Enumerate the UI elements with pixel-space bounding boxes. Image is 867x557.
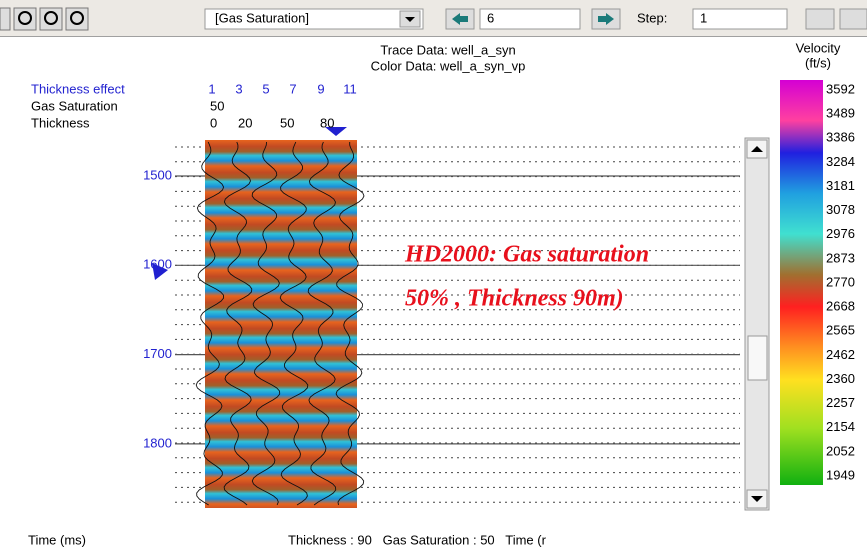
color-bar-label: 2668: [826, 299, 855, 314]
color-bar-label: 3078: [826, 202, 855, 217]
divider: [0, 36, 867, 37]
wiggle: [335, 142, 365, 506]
color-bar-label: 2873: [826, 250, 855, 265]
wiggle: [279, 141, 309, 506]
tool-button[interactable]: [839, 8, 867, 30]
tool-button[interactable]: [805, 8, 835, 30]
parameter-value: 3: [235, 81, 242, 96]
wiggle-traces: [195, 141, 365, 506]
parameter-value: 50: [280, 115, 294, 130]
color-bar-label: 2360: [826, 371, 855, 386]
annotation: HD2000: Gas saturation: [404, 242, 649, 268]
value-field-text: 6: [487, 10, 494, 25]
color-bar-title: (ft/s): [805, 55, 831, 70]
scroll-thumb[interactable]: [747, 335, 768, 381]
color-bar-label: 3181: [826, 178, 855, 193]
arrow-icon: [751, 496, 763, 502]
parameter-value: 80: [320, 115, 334, 130]
time-label: 1700: [143, 346, 172, 361]
parameter-label: Thickness: [31, 115, 90, 130]
wiggle: [223, 141, 253, 506]
parameter-value: 20: [238, 115, 252, 130]
value-field[interactable]: [479, 8, 581, 30]
icon: [44, 11, 58, 25]
step-field[interactable]: [692, 8, 788, 30]
step-label: Step:: [637, 10, 667, 25]
dropdown[interactable]: [204, 8, 424, 30]
tool-icons: [0, 7, 89, 31]
icon: [70, 11, 84, 25]
color-bar-title: Velocity: [796, 40, 841, 55]
trace-marker[interactable]: [325, 127, 347, 136]
color-bar: [780, 80, 823, 485]
wiggle: [307, 141, 337, 506]
parameter-value: 0: [210, 115, 217, 130]
axis-label: Time (ms): [28, 532, 86, 547]
view-button[interactable]: [0, 7, 11, 31]
dropdown-value: [Gas Saturation]: [215, 10, 309, 25]
arrow-icon: [598, 13, 614, 25]
color-bar-label: 3284: [826, 154, 855, 169]
time-label: 1800: [143, 435, 172, 450]
parameter-value: 5: [262, 81, 269, 96]
parameter-value: 11: [343, 81, 357, 96]
trace-data: Trace Data: well_a_syn: [380, 42, 515, 57]
annotation: 50% , Thickness 90m): [405, 286, 624, 312]
color-bar-label: 3592: [826, 81, 855, 96]
color-bar-label: 2976: [826, 226, 855, 241]
parameter-value: 7: [289, 81, 296, 96]
time-label: 1600: [143, 257, 172, 272]
arrow-icon: [405, 17, 415, 22]
step-field-text: 1: [700, 10, 707, 25]
color-bar-label: 2462: [826, 347, 855, 362]
status-readout: Thickness : 90 Gas Saturation : 50 Time …: [288, 532, 547, 547]
color-bar-label: 2052: [826, 443, 855, 458]
time-label: 1500: [143, 167, 172, 182]
arrow-icon: [751, 146, 763, 152]
color-bar-label: 3386: [826, 130, 855, 145]
color-data: Color Data: well_a_syn_vp: [371, 58, 526, 73]
parameter-label: Thickness effect: [31, 81, 125, 96]
zoom-out-button[interactable]: [65, 7, 89, 31]
color-bar-label: 2257: [826, 395, 855, 410]
color-bar-label: 2770: [826, 274, 855, 289]
icon: [18, 11, 32, 25]
grid: [175, 146, 740, 503]
color-bar-label: 3489: [826, 106, 855, 121]
parameter-label: Gas Saturation: [31, 98, 118, 113]
seismic-image: [205, 140, 357, 508]
zoom-button[interactable]: [13, 7, 37, 31]
zoom-in-button[interactable]: [39, 7, 63, 31]
parameter-value: 50: [210, 98, 224, 113]
color-bar-label: 2565: [826, 323, 855, 338]
parameter-value: 1: [208, 81, 215, 96]
arrow-icon: [452, 13, 468, 25]
wiggle: [251, 141, 281, 506]
wiggle: [195, 141, 225, 506]
time-marker[interactable]: [152, 263, 168, 280]
scrollbar[interactable]: [744, 137, 770, 511]
parameter-value: 9: [317, 81, 324, 96]
color-bar-label: 2154: [826, 419, 855, 434]
color-bar-label: 1949: [826, 467, 855, 482]
